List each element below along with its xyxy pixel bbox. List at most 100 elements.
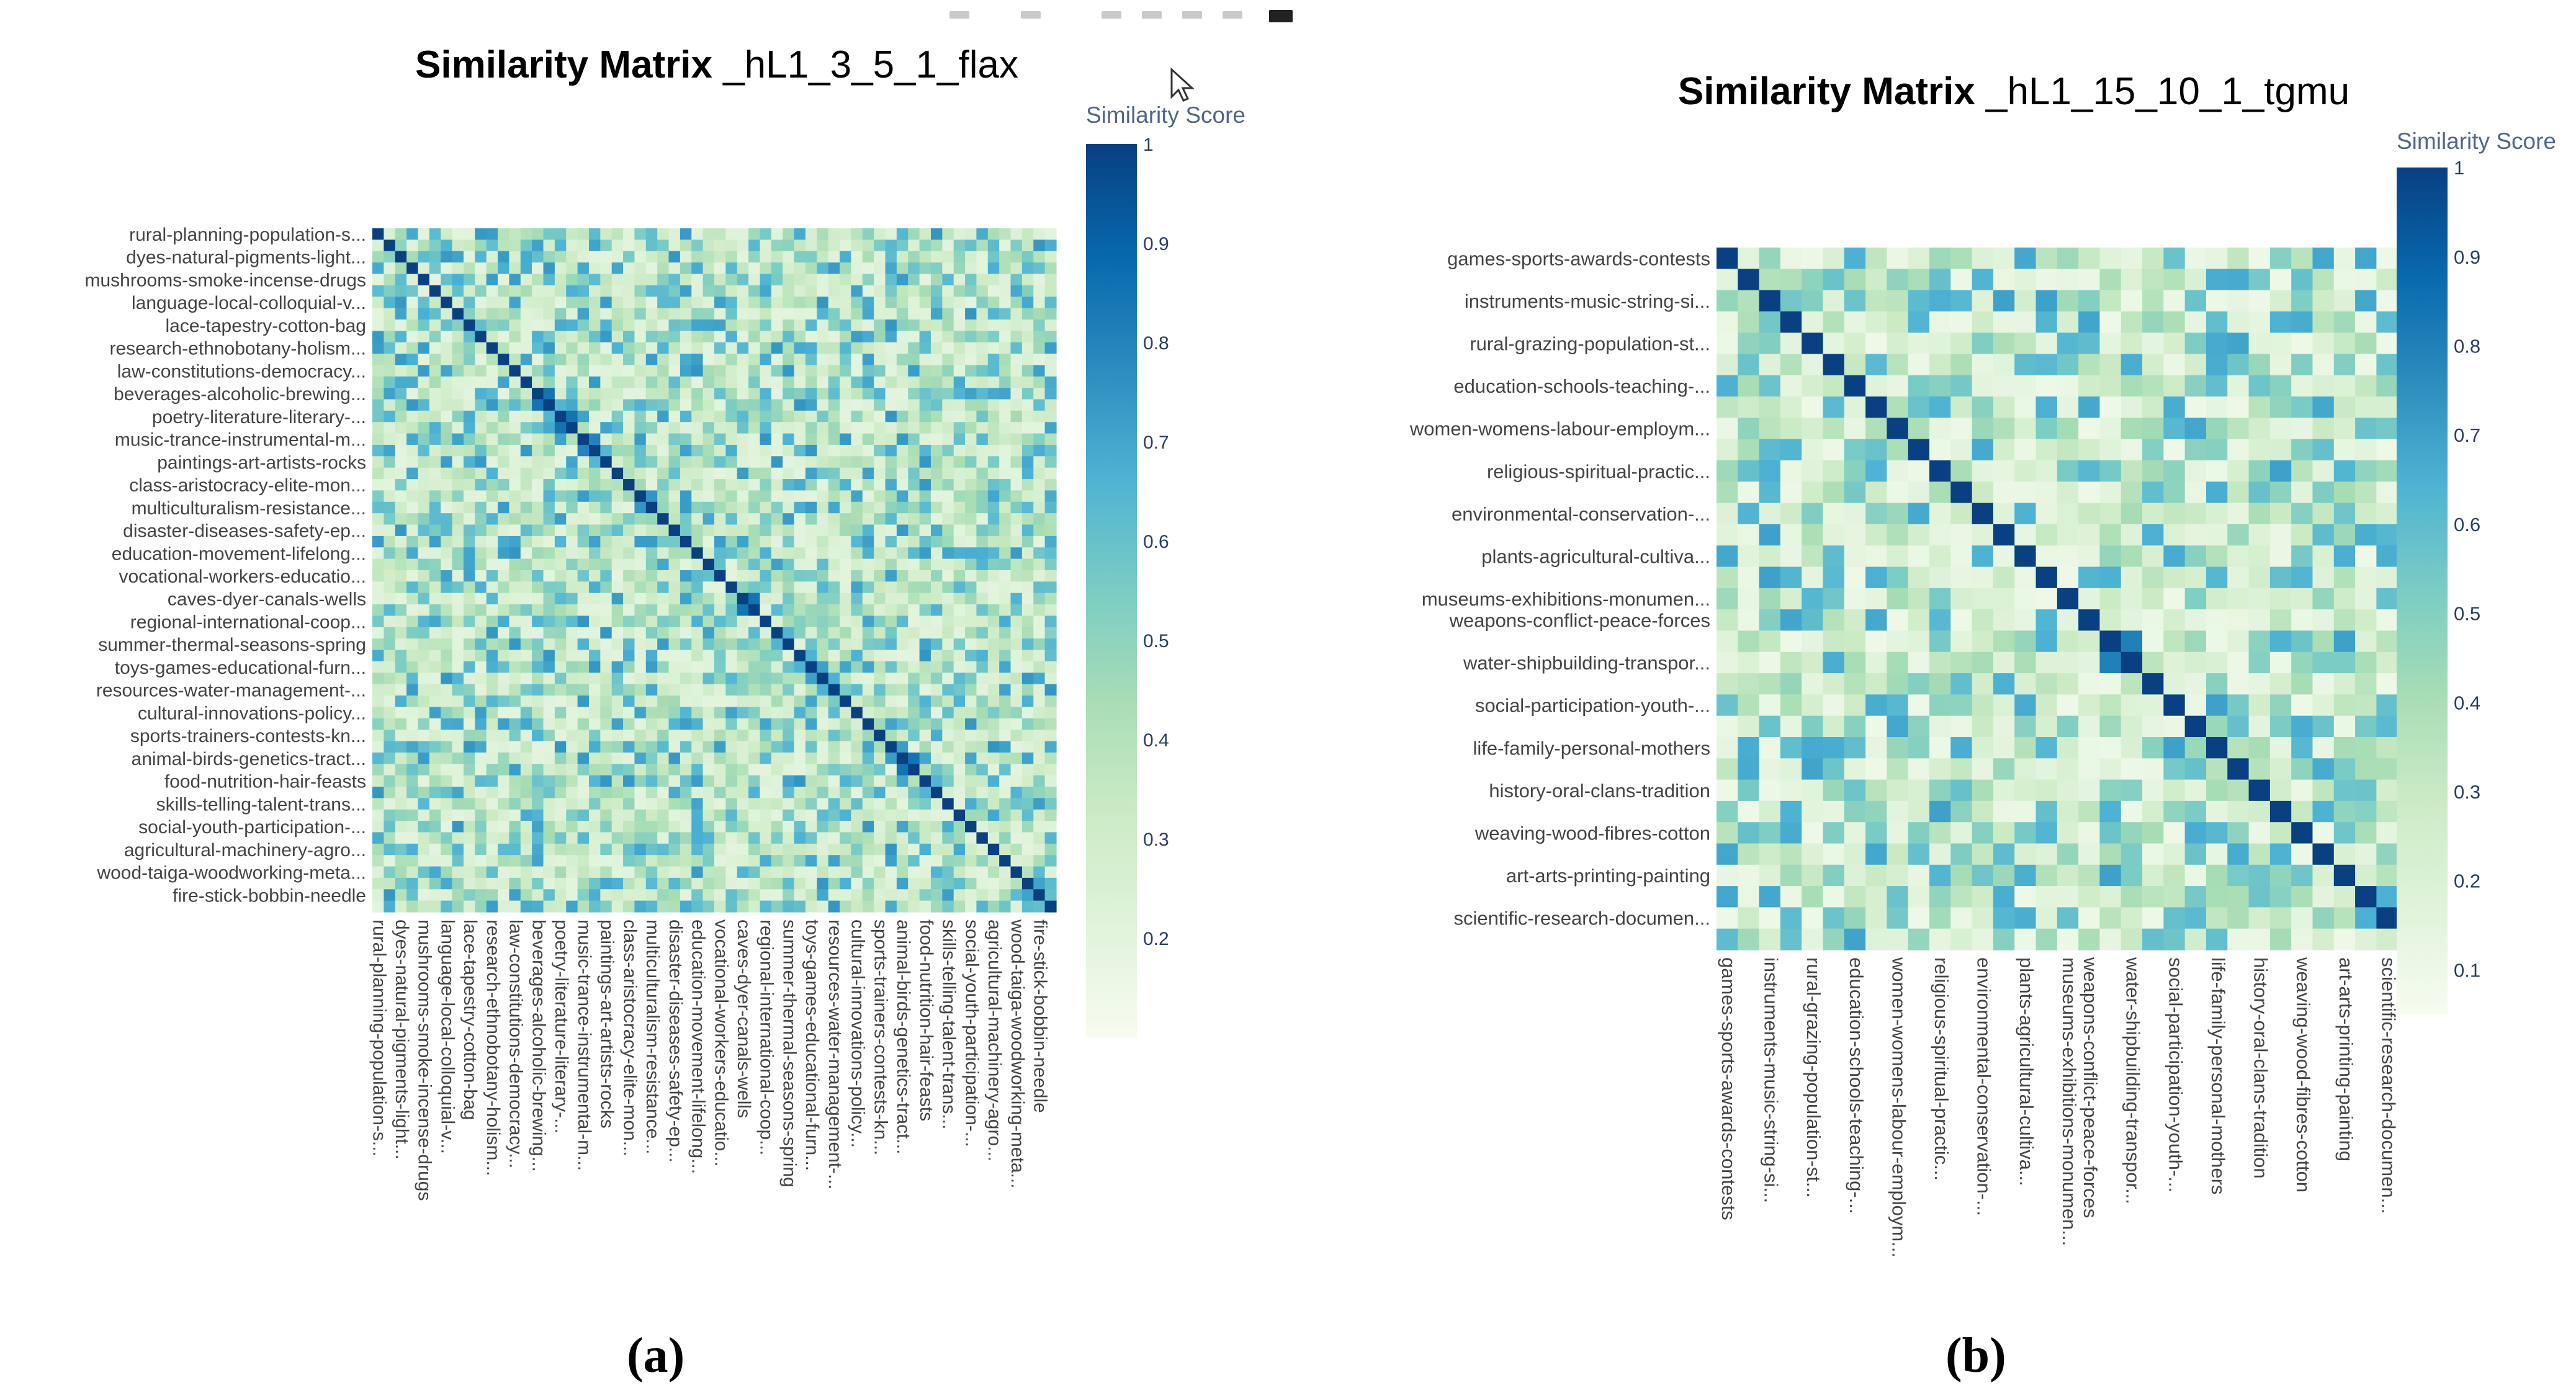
heatmap-cell[interactable] — [645, 775, 658, 787]
heatmap-cell[interactable] — [987, 661, 1000, 673]
heatmap-cell[interactable] — [2035, 864, 2058, 887]
heatmap-cell[interactable] — [509, 752, 521, 764]
heatmap-cell[interactable] — [942, 638, 954, 651]
heatmap-cell[interactable] — [771, 752, 783, 764]
heatmap-cell[interactable] — [771, 297, 783, 309]
heatmap-cell[interactable] — [942, 399, 954, 411]
heatmap-cell[interactable] — [623, 513, 635, 526]
heatmap-cell[interactable] — [384, 855, 396, 867]
heatmap-cell[interactable] — [2014, 694, 2037, 717]
heatmap-cell[interactable] — [2376, 779, 2399, 802]
heatmap-cell[interactable] — [930, 730, 943, 742]
heatmap-cell[interactable] — [1865, 481, 1888, 504]
heatmap-cell[interactable] — [680, 501, 692, 514]
heatmap-cell[interactable] — [554, 809, 567, 821]
heatmap-cell[interactable] — [2269, 566, 2292, 589]
heatmap-cell[interactable] — [828, 615, 840, 628]
heatmap-cell[interactable] — [384, 433, 396, 445]
heatmap-cell[interactable] — [976, 262, 989, 275]
heatmap-cell[interactable] — [1823, 311, 1845, 333]
heatmap-cell[interactable] — [657, 251, 670, 263]
heatmap-cell[interactable] — [463, 535, 475, 548]
heatmap-cell[interactable] — [817, 786, 829, 798]
heatmap-cell[interactable] — [1021, 877, 1034, 890]
heatmap-cell[interactable] — [771, 741, 783, 753]
heatmap-cell[interactable] — [486, 798, 498, 810]
heatmap-cell[interactable] — [2291, 673, 2313, 695]
heatmap-cell[interactable] — [463, 376, 475, 388]
heatmap-cell[interactable] — [645, 297, 658, 309]
heatmap-cell[interactable] — [702, 775, 715, 787]
heatmap-cell[interactable] — [2142, 715, 2164, 738]
heatmap-cell[interactable] — [794, 501, 806, 514]
heatmap-cell[interactable] — [2163, 588, 2186, 610]
heatmap-cell[interactable] — [566, 764, 578, 776]
heatmap-cell[interactable] — [452, 855, 464, 867]
heatmap-cell[interactable] — [395, 410, 407, 423]
heatmap-cell[interactable] — [372, 661, 384, 673]
heatmap-cell[interactable] — [2057, 248, 2079, 269]
heatmap-cell[interactable] — [2355, 545, 2377, 568]
heatmap-cell[interactable] — [1802, 248, 1824, 269]
heatmap-cell[interactable] — [395, 877, 407, 890]
heatmap-cell[interactable] — [930, 308, 943, 320]
heatmap-cell[interactable] — [1972, 396, 1994, 419]
heatmap-cell[interactable] — [862, 354, 874, 365]
heatmap-cell[interactable] — [475, 615, 487, 628]
heatmap-cell[interactable] — [725, 821, 738, 833]
heatmap-cell[interactable] — [645, 376, 658, 388]
heatmap-cell[interactable] — [908, 308, 920, 320]
heatmap-cell[interactable] — [725, 319, 738, 331]
heatmap-cell[interactable] — [783, 821, 795, 833]
heatmap-cell[interactable] — [1802, 694, 1824, 717]
heatmap-cell[interactable] — [942, 696, 954, 707]
heatmap-cell[interactable] — [942, 798, 954, 810]
heatmap-cell[interactable] — [817, 501, 829, 514]
heatmap-cell[interactable] — [737, 354, 749, 365]
heatmap-cell[interactable] — [987, 843, 1000, 856]
heatmap-cell[interactable] — [372, 547, 384, 560]
heatmap-cell[interactable] — [999, 444, 1012, 457]
heatmap-cell[interactable] — [953, 821, 966, 833]
heatmap-cell[interactable] — [1887, 886, 1909, 908]
heatmap-cell[interactable] — [611, 821, 624, 833]
heatmap-cell[interactable] — [634, 696, 647, 707]
heatmap-cell[interactable] — [2142, 503, 2164, 525]
heatmap-cell[interactable] — [1823, 736, 1845, 759]
heatmap-cell[interactable] — [691, 319, 704, 331]
heatmap-cell[interactable] — [2078, 907, 2101, 929]
heatmap-cell[interactable] — [851, 479, 863, 491]
heatmap-cell[interactable] — [1929, 843, 1951, 865]
heatmap-cell[interactable] — [2099, 609, 2122, 632]
heatmap-cell[interactable] — [2163, 269, 2186, 291]
heatmap-cell[interactable] — [588, 855, 601, 867]
heatmap-cell[interactable] — [1972, 630, 1994, 653]
heatmap-cell[interactable] — [737, 650, 749, 662]
heatmap-cell[interactable] — [2248, 630, 2271, 653]
heatmap-cell[interactable] — [498, 718, 509, 730]
heatmap-cell[interactable] — [1823, 715, 1845, 738]
heatmap-cell[interactable] — [509, 262, 521, 275]
heatmap-cell[interactable] — [2014, 396, 2037, 419]
heatmap-cell[interactable] — [714, 786, 726, 798]
heatmap-cell[interactable] — [2248, 248, 2271, 269]
heatmap-cell[interactable] — [1950, 439, 1973, 461]
heatmap-cell[interactable] — [395, 513, 407, 526]
heatmap-cell[interactable] — [783, 843, 795, 856]
heatmap-cell[interactable] — [588, 593, 601, 605]
heatmap-cell[interactable] — [395, 490, 407, 503]
heatmap-cell[interactable] — [406, 627, 419, 639]
heatmap-cell[interactable] — [896, 479, 909, 491]
heatmap-cell[interactable] — [554, 239, 567, 252]
heatmap-cell[interactable] — [2376, 439, 2399, 461]
heatmap-cell[interactable] — [486, 285, 498, 297]
heatmap-cell[interactable] — [1033, 342, 1046, 354]
heatmap-cell[interactable] — [965, 638, 977, 651]
heatmap-cell[interactable] — [771, 627, 783, 639]
heatmap-cell[interactable] — [634, 673, 647, 685]
heatmap-cell[interactable] — [2206, 354, 2228, 376]
heatmap-cell[interactable] — [885, 501, 897, 514]
heatmap-cell[interactable] — [384, 809, 396, 821]
heatmap-cell[interactable] — [429, 331, 441, 343]
heatmap-cell[interactable] — [805, 696, 817, 707]
